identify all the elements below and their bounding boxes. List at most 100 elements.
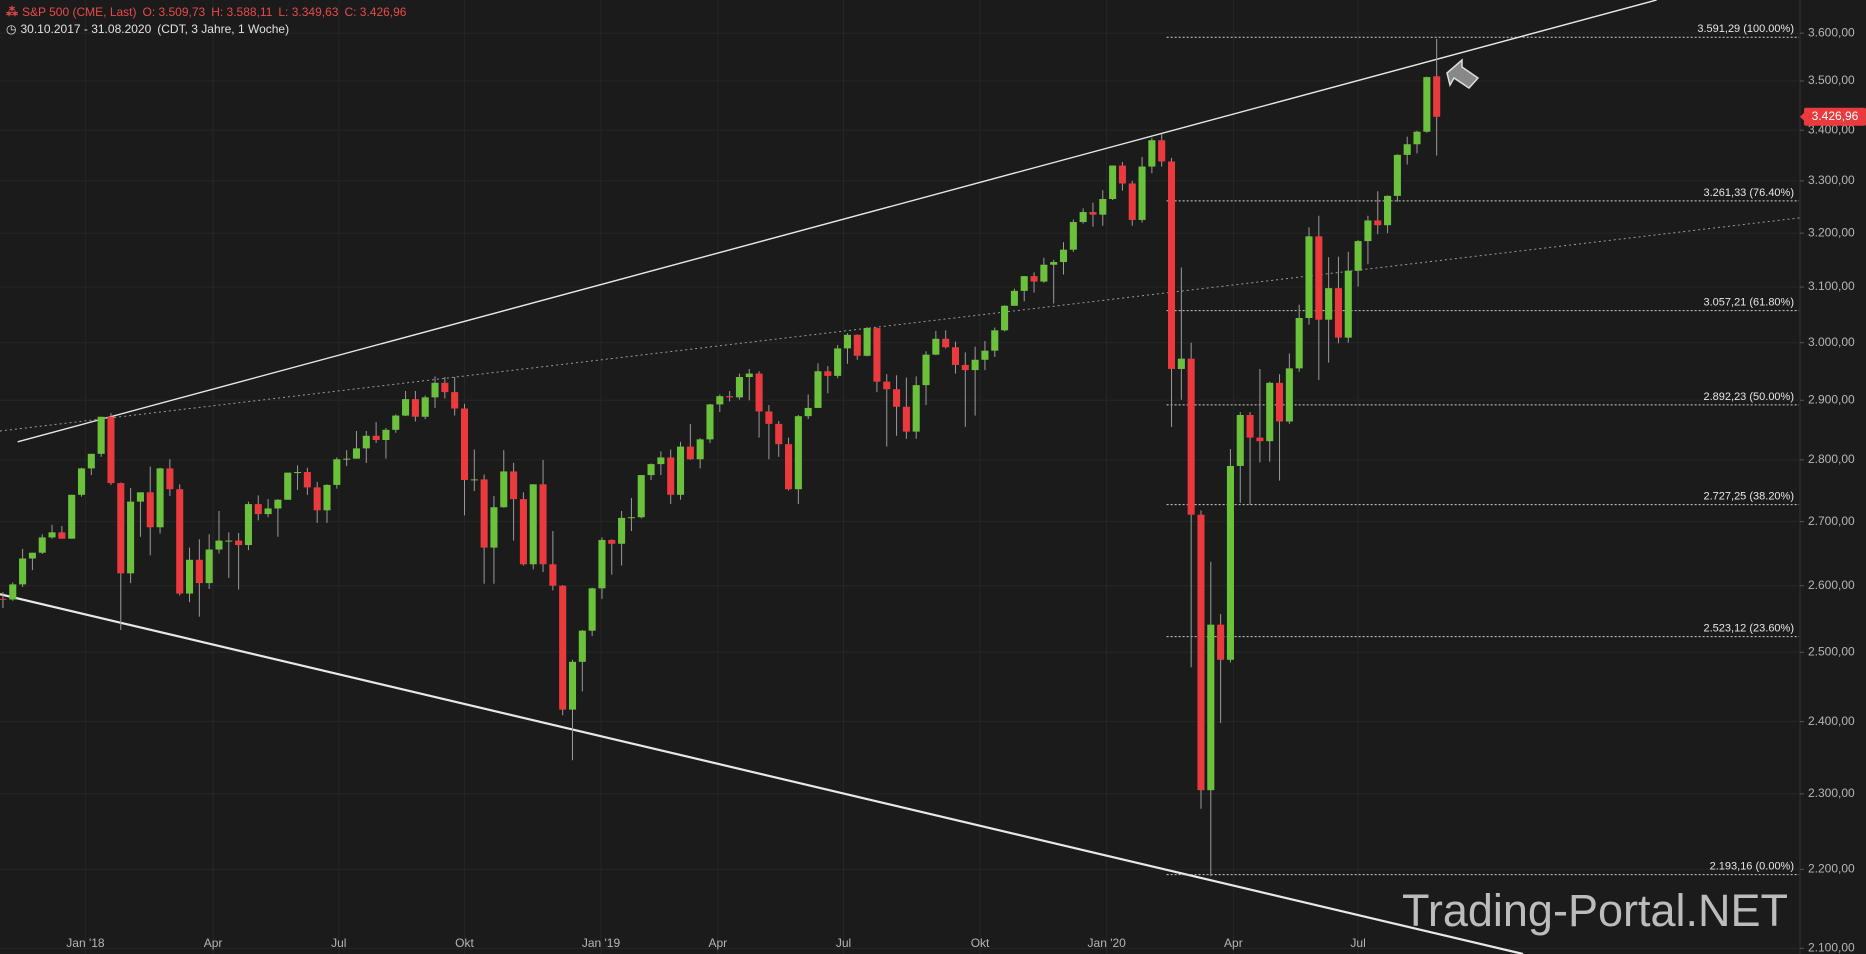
- candle-body: [1364, 220, 1372, 242]
- candle-body: [883, 381, 891, 390]
- candle-body: [1128, 183, 1136, 220]
- x-tick-label: Jan '20: [1088, 936, 1127, 950]
- candle-body: [1020, 276, 1028, 291]
- candle-body: [559, 585, 567, 710]
- y-tick-label: 2.400,00: [1808, 714, 1855, 728]
- candle-body: [1099, 199, 1107, 215]
- candle-body: [313, 487, 321, 511]
- y-tick-label: 3.100,00: [1808, 279, 1855, 293]
- candle-body: [647, 464, 655, 476]
- x-tick-label: Jan '19: [582, 936, 621, 950]
- candle-body: [578, 630, 586, 662]
- candle-body: [951, 347, 960, 365]
- candle-body: [156, 468, 164, 528]
- candle-body: [981, 350, 989, 360]
- plot-area: 3.591,29 (100.00%) 3.261,33 (76.40%) 3.057…: [0, 0, 1800, 954]
- candle-body: [244, 504, 252, 546]
- candle-body: [87, 453, 95, 469]
- x-tick-label: Apr: [708, 936, 727, 950]
- candle-body: [146, 492, 154, 528]
- candle-body: [971, 359, 979, 371]
- candle-body: [333, 459, 341, 485]
- y-tick-label: 2.100,00: [1808, 941, 1855, 954]
- candle-body: [853, 334, 861, 356]
- grid: [0, 0, 1800, 954]
- header: ⁂ S&P 500 (CME, Last) O: 3.509,73 H: 3.588,…: [6, 5, 412, 19]
- candle-body: [1354, 241, 1362, 271]
- header-value: O: 3.509,73: [142, 5, 206, 19]
- y-tick-label: 2.800,00: [1808, 452, 1855, 466]
- candle-body: [382, 429, 390, 440]
- trend-line: [0, 217, 1800, 432]
- candle-body: [1334, 288, 1342, 338]
- candle-body: [657, 457, 665, 465]
- candle-body: [303, 472, 311, 488]
- candle-body: [451, 392, 459, 409]
- candle-body: [117, 483, 125, 574]
- candle-body: [1285, 368, 1293, 422]
- candle-body: [667, 457, 675, 495]
- candle-body: [1167, 161, 1176, 369]
- candle-body: [1089, 212, 1097, 215]
- fib-label: 2.523,12 (23.60%): [1703, 623, 1794, 635]
- y-tick-label: 2.600,00: [1808, 578, 1855, 592]
- candle-body: [745, 373, 753, 378]
- candle-body: [1138, 166, 1146, 220]
- candle-body: [1226, 465, 1234, 660]
- watermark: Trading-Portal.NET: [1402, 885, 1788, 936]
- candle-body: [1423, 77, 1431, 132]
- candle-body: [460, 408, 469, 481]
- candle-body: [185, 559, 194, 594]
- candle-body: [637, 475, 645, 518]
- candle-body: [1276, 382, 1284, 422]
- x-tick-label: Okt: [971, 936, 990, 950]
- y-tick-label: 3.300,00: [1808, 173, 1855, 187]
- candle-body: [480, 479, 488, 548]
- candle-body: [1158, 140, 1166, 162]
- candle-body: [510, 471, 518, 500]
- candle-body: [1050, 262, 1058, 265]
- x-tick-label: Okt: [455, 936, 474, 950]
- candle-body: [568, 661, 577, 710]
- x-tick-label: Jul: [1350, 936, 1365, 950]
- candle-body: [343, 458, 351, 460]
- candle-body: [411, 399, 419, 417]
- candle-body: [0, 598, 7, 600]
- candle-body: [902, 406, 910, 432]
- candle-body: [539, 484, 547, 565]
- candle-body: [1344, 270, 1352, 338]
- candle-body: [1393, 154, 1401, 196]
- header-value: C: 3.426,96: [344, 5, 407, 19]
- candle-body: [107, 416, 115, 484]
- candle-body: [1197, 514, 1205, 791]
- candle-body: [785, 444, 793, 490]
- candle-body: [794, 416, 802, 490]
- candle-body: [1207, 624, 1215, 791]
- candle-body: [9, 584, 17, 600]
- candle-body: [235, 540, 243, 546]
- x-tick-label: Jul: [331, 936, 346, 950]
- candle-body: [470, 479, 478, 481]
- candle-body: [863, 328, 871, 356]
- candle-body: [421, 397, 429, 417]
- fib-label: 2.727,25 (38.20%): [1703, 490, 1794, 502]
- last-price-box: [1804, 107, 1866, 126]
- candle-body: [686, 446, 694, 460]
- candle-body: [1001, 305, 1009, 331]
- candle-body: [1305, 236, 1313, 319]
- candle-body: [1177, 358, 1185, 369]
- candle-body: [274, 499, 282, 509]
- y-tick-label: 3.600,00: [1808, 25, 1855, 39]
- candle-body: [961, 364, 969, 371]
- y-tick-label: 2.500,00: [1808, 644, 1855, 658]
- clock-icon: ◷: [6, 22, 17, 36]
- candle-body: [402, 399, 410, 416]
- candle-body: [942, 338, 950, 348]
- candle-body: [490, 507, 498, 548]
- candle-body: [68, 494, 76, 539]
- candle-body: [48, 532, 56, 538]
- candle-body: [696, 439, 704, 460]
- candle-body: [352, 448, 360, 459]
- x-tick-label: Jan '18: [66, 936, 105, 950]
